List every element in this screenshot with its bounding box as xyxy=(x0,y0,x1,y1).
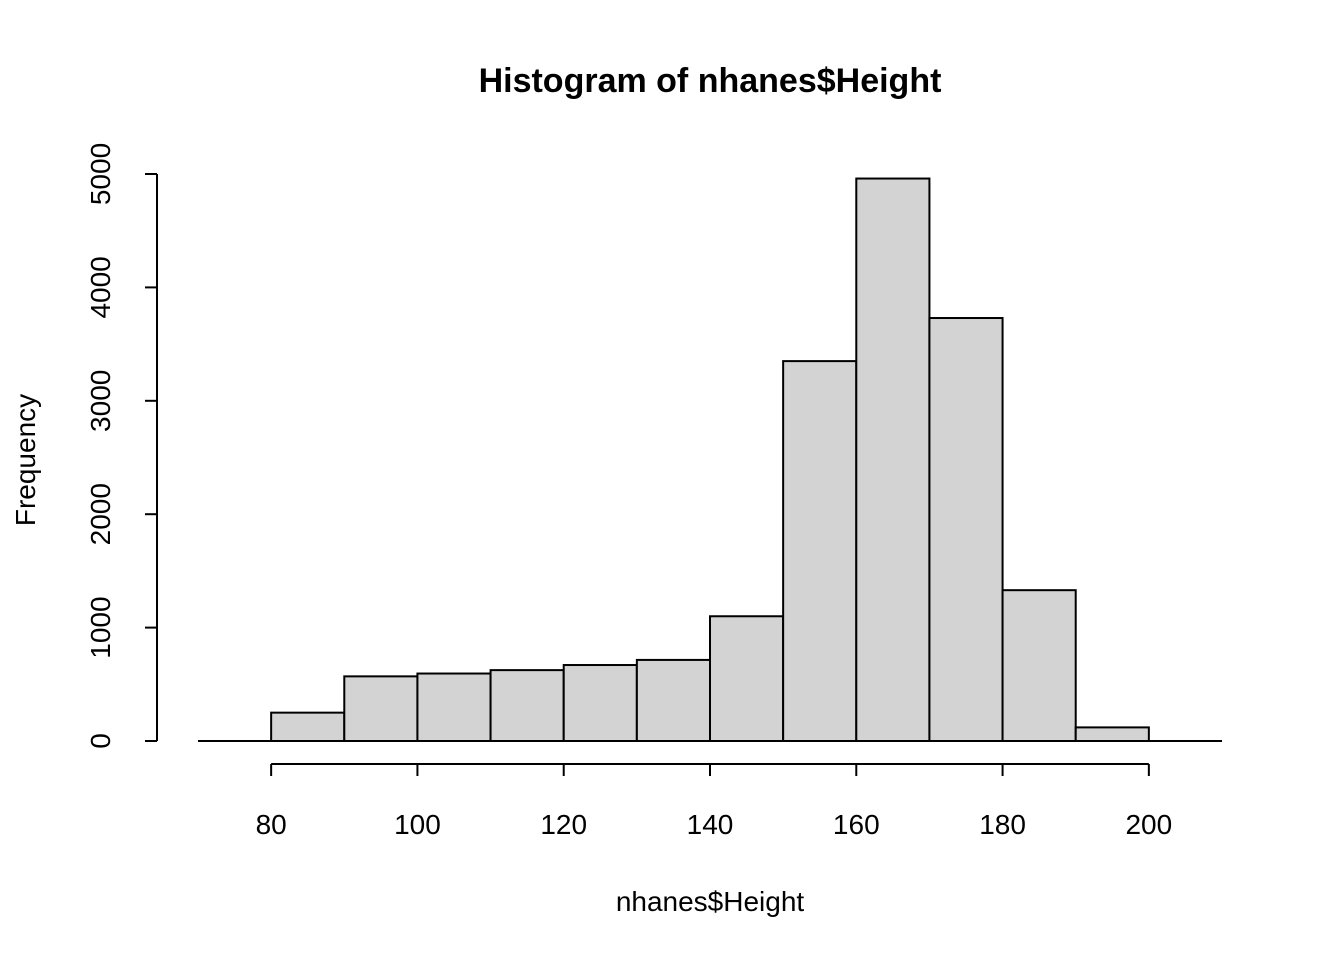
x-tick-label: 80 xyxy=(256,809,287,840)
y-tick-label: 0 xyxy=(85,733,116,749)
histogram-bar xyxy=(1074,726,1150,743)
histogram-bar xyxy=(489,669,565,742)
y-tick-label: 3000 xyxy=(85,370,116,432)
y-tick-label: 5000 xyxy=(85,143,116,205)
y-axis-label: Frequency xyxy=(10,394,41,526)
chart-title: Histogram of nhanes$Height xyxy=(479,62,942,100)
x-tick-label: 100 xyxy=(394,809,441,840)
y-tick-label: 1000 xyxy=(85,596,116,658)
histogram-bar xyxy=(270,711,346,743)
x-tick-label: 160 xyxy=(833,809,880,840)
x-axis-label: nhanes$Height xyxy=(616,886,805,917)
histogram-bar xyxy=(635,658,711,743)
y-tick-label: 2000 xyxy=(85,483,116,545)
histogram-bar xyxy=(855,177,931,742)
y-axis: 0 1000 2000 3000 4000 5000 xyxy=(85,143,158,749)
histogram-bar xyxy=(709,615,785,743)
x-tick-label: 140 xyxy=(687,809,734,840)
histogram-bar xyxy=(928,317,1004,742)
x-tick-label: 200 xyxy=(1125,809,1172,840)
y-tick-label: 4000 xyxy=(85,256,116,318)
histogram-bar xyxy=(782,360,858,742)
histogram-bar xyxy=(343,675,419,742)
x-tick-label: 180 xyxy=(979,809,1026,840)
histogram-bar xyxy=(562,664,638,742)
bars-group xyxy=(270,177,1150,743)
x-axis: 80 100 120 140 160 180 200 xyxy=(256,763,1172,840)
histogram-bar xyxy=(416,672,492,742)
histogram-bar xyxy=(1001,589,1077,742)
x-tick-label: 120 xyxy=(540,809,587,840)
